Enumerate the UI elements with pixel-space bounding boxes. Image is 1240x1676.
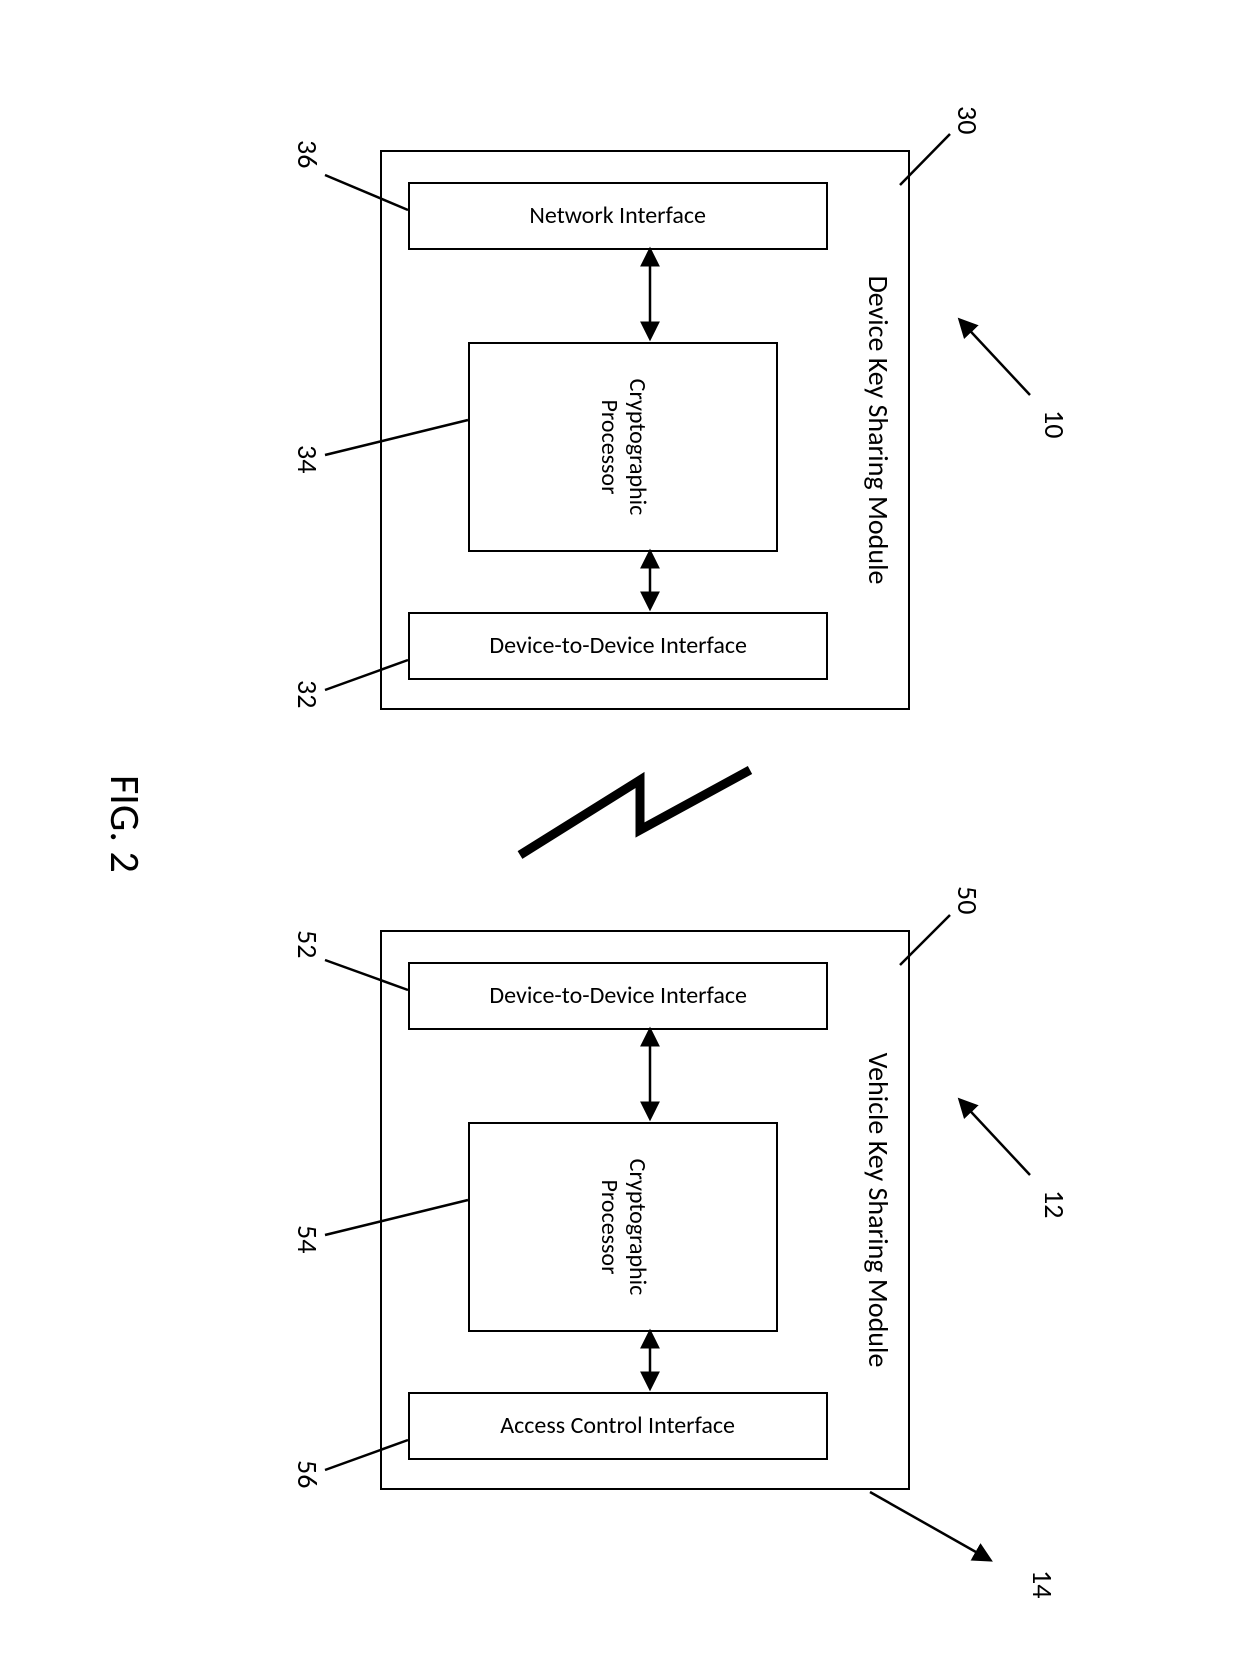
device-crypto-label: Cryptographic Processor: [595, 379, 650, 516]
vehicle-crypto-block: Cryptographic Processor: [468, 1122, 778, 1332]
vehicle-module-title: Vehicle Key Sharing Module: [861, 932, 896, 1488]
ref-52: 52: [290, 930, 325, 958]
vehicle-module-box: Vehicle Key Sharing Module Device-to-Dev…: [380, 930, 910, 1490]
network-interface-label: Network Interface: [530, 202, 707, 230]
device-d2d-block: Device-to-Device Interface: [408, 612, 828, 680]
device-module-box: Device Key Sharing Module Network Interf…: [380, 150, 910, 710]
ref-12: 12: [1037, 1190, 1072, 1218]
vehicle-crypto-label: Cryptographic Processor: [595, 1159, 650, 1296]
ref-36: 36: [290, 140, 325, 168]
rotated-stage: Device Key Sharing Module Network Interf…: [0, 0, 1240, 1676]
diagram-canvas: Device Key Sharing Module Network Interf…: [0, 0, 1240, 1676]
access-control-label: Access Control Interface: [501, 1412, 736, 1440]
device-module-title: Device Key Sharing Module: [861, 152, 896, 708]
device-crypto-block: Cryptographic Processor: [468, 342, 778, 552]
access-control-block: Access Control Interface: [408, 1392, 828, 1460]
ref-32: 32: [290, 680, 325, 708]
ref-54: 54: [290, 1225, 325, 1253]
network-interface-block: Network Interface: [408, 182, 828, 250]
vehicle-d2d-block: Device-to-Device Interface: [408, 962, 828, 1030]
ref-30: 30: [950, 106, 985, 134]
ref-56: 56: [290, 1460, 325, 1488]
vehicle-d2d-label: Device-to-Device Interface: [489, 982, 747, 1010]
ref-10: 10: [1037, 410, 1072, 438]
ref-34: 34: [290, 445, 325, 473]
figure-label: FIG. 2: [99, 775, 150, 873]
ref-50: 50: [950, 886, 985, 914]
device-d2d-label: Device-to-Device Interface: [489, 632, 747, 660]
ref-14: 14: [1025, 1570, 1060, 1598]
